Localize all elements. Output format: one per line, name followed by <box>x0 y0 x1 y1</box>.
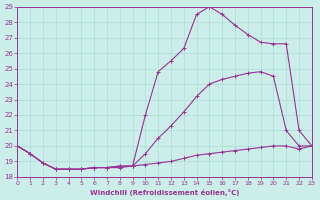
X-axis label: Windchill (Refroidissement éolien,°C): Windchill (Refroidissement éolien,°C) <box>90 189 239 196</box>
